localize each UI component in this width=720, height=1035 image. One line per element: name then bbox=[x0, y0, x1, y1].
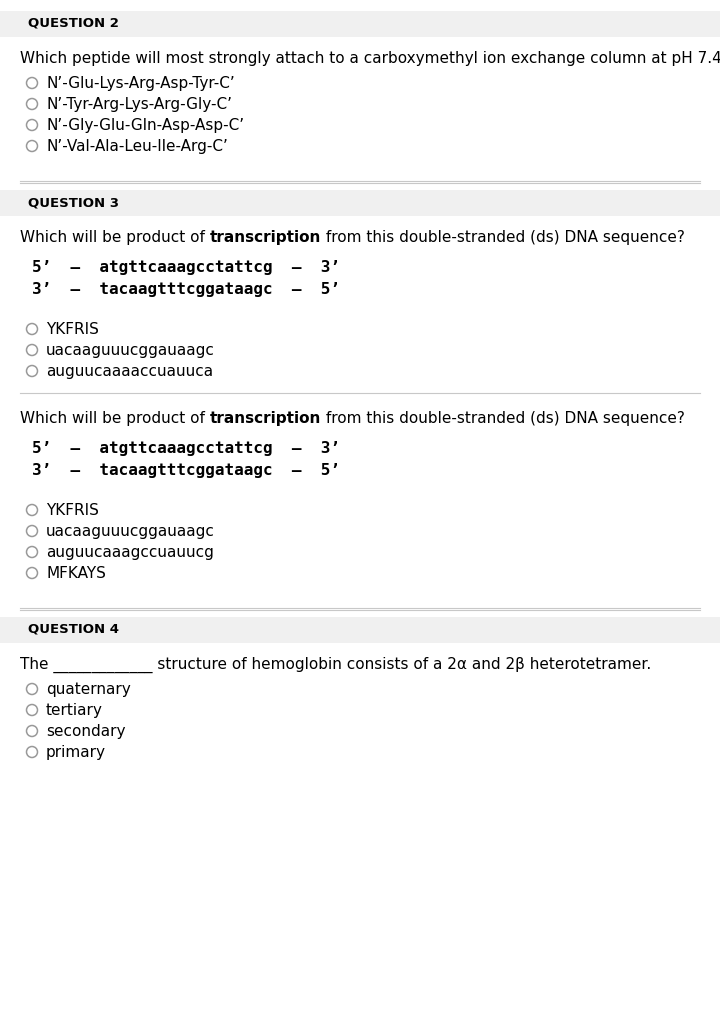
Text: auguucaaaaccuauuca: auguucaaaaccuauuca bbox=[46, 364, 213, 379]
Text: Which peptide will most strongly attach to a carboxymethyl ion exchange column a: Which peptide will most strongly attach … bbox=[20, 51, 720, 66]
Bar bbox=[0, 190, 720, 216]
Text: tertiary: tertiary bbox=[46, 703, 103, 718]
Text: transcription: transcription bbox=[210, 230, 321, 245]
Text: The _____________ structure of hemoglobin consists of a 2α and 2β heterotetramer: The _____________ structure of hemoglobi… bbox=[20, 657, 652, 673]
Text: uacaaguuucggauaagc: uacaaguuucggauaagc bbox=[46, 524, 215, 539]
Text: YKFRIS: YKFRIS bbox=[46, 322, 99, 337]
Text: N’-Glu-Lys-Arg-Asp-Tyr-C’: N’-Glu-Lys-Arg-Asp-Tyr-C’ bbox=[46, 76, 235, 91]
Text: 3’  –  tacaagtttcggataagc  –  5’: 3’ – tacaagtttcggataagc – 5’ bbox=[32, 463, 340, 478]
Bar bbox=[0, 11, 720, 37]
Text: 5’  –  atgttcaaagcctattcg  –  3’: 5’ – atgttcaaagcctattcg – 3’ bbox=[32, 260, 340, 275]
Text: quaternary: quaternary bbox=[46, 682, 131, 697]
Text: QUESTION 2: QUESTION 2 bbox=[28, 17, 119, 30]
Text: secondary: secondary bbox=[46, 724, 125, 739]
Text: from this double-stranded (ds) DNA sequence?: from this double-stranded (ds) DNA seque… bbox=[321, 411, 685, 426]
Text: QUESTION 3: QUESTION 3 bbox=[28, 196, 119, 209]
Text: N’-Gly-Glu-Gln-Asp-Asp-C’: N’-Gly-Glu-Gln-Asp-Asp-C’ bbox=[46, 118, 244, 134]
Text: N’-Val-Ala-Leu-Ile-Arg-C’: N’-Val-Ala-Leu-Ile-Arg-C’ bbox=[46, 139, 228, 154]
Bar bbox=[0, 617, 720, 643]
Text: QUESTION 4: QUESTION 4 bbox=[28, 623, 119, 635]
Text: from this double-stranded (ds) DNA sequence?: from this double-stranded (ds) DNA seque… bbox=[321, 230, 685, 245]
Text: Which will be product of: Which will be product of bbox=[20, 411, 210, 426]
Text: YKFRIS: YKFRIS bbox=[46, 503, 99, 518]
Text: transcription: transcription bbox=[210, 411, 321, 426]
Text: uacaaguuucggauaagc: uacaaguuucggauaagc bbox=[46, 343, 215, 358]
Text: 5’  –  atgttcaaagcctattcg  –  3’: 5’ – atgttcaaagcctattcg – 3’ bbox=[32, 441, 340, 456]
Text: N’-Tyr-Arg-Lys-Arg-Gly-C’: N’-Tyr-Arg-Lys-Arg-Gly-C’ bbox=[46, 97, 232, 112]
Text: auguucaaagccuauucg: auguucaaagccuauucg bbox=[46, 545, 214, 560]
Text: 3’  –  tacaagtttcggataagc  –  5’: 3’ – tacaagtttcggataagc – 5’ bbox=[32, 282, 340, 297]
Text: MFKAYS: MFKAYS bbox=[46, 566, 106, 581]
Text: Which will be product of: Which will be product of bbox=[20, 230, 210, 245]
Text: primary: primary bbox=[46, 745, 106, 760]
